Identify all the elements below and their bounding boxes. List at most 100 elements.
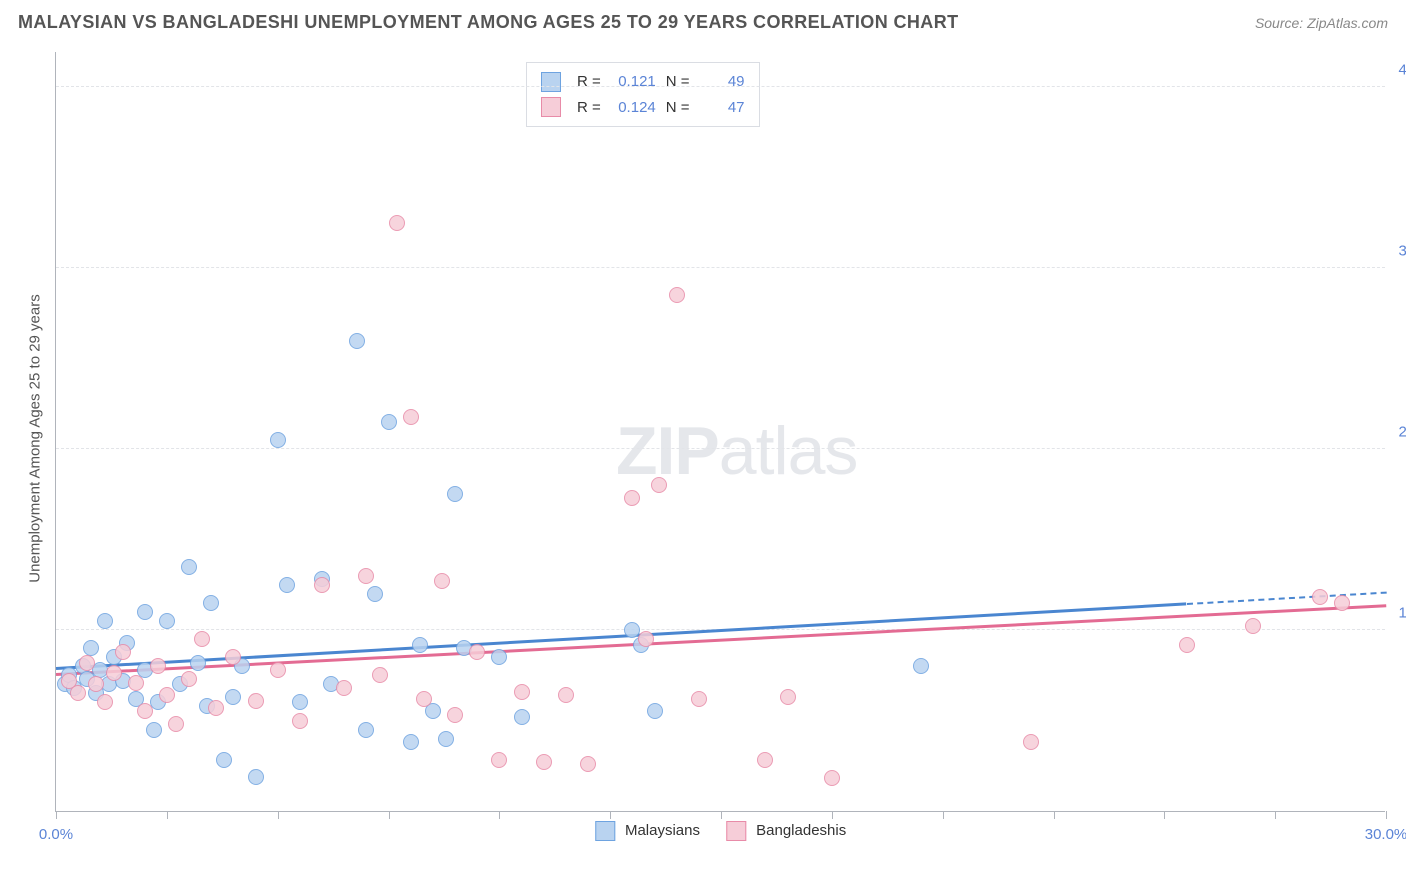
data-point <box>491 649 507 665</box>
swatch-icon <box>541 72 561 92</box>
data-point <box>780 689 796 705</box>
data-point <box>647 703 663 719</box>
data-point <box>194 631 210 647</box>
data-point <box>270 662 286 678</box>
chart-title: MALAYSIAN VS BANGLADESHI UNEMPLOYMENT AM… <box>18 12 959 33</box>
legend-row-bangladeshis: R = 0.124 N = 47 <box>541 95 745 121</box>
data-point <box>372 667 388 683</box>
data-point <box>248 693 264 709</box>
x-tick-label: 0.0% <box>39 826 73 843</box>
gridline <box>56 267 1385 268</box>
data-point <box>159 687 175 703</box>
data-point <box>757 752 773 768</box>
swatch-icon <box>726 821 746 841</box>
x-tick <box>56 811 57 819</box>
gridline <box>56 448 1385 449</box>
y-tick-label: 20.0% <box>1391 424 1406 441</box>
data-point <box>1023 734 1039 750</box>
x-tick <box>499 811 500 819</box>
data-point <box>190 655 206 671</box>
data-point <box>128 675 144 691</box>
data-point <box>225 649 241 665</box>
legend-row-malaysians: R = 0.121 N = 49 <box>541 69 745 95</box>
data-point <box>536 754 552 770</box>
data-point <box>70 685 86 701</box>
data-point <box>403 734 419 750</box>
data-point <box>225 689 241 705</box>
data-point <box>358 722 374 738</box>
data-point <box>208 700 224 716</box>
data-point <box>381 414 397 430</box>
data-point <box>349 333 365 349</box>
x-tick <box>1386 811 1387 819</box>
data-point <box>159 613 175 629</box>
x-tick <box>832 811 833 819</box>
data-point <box>389 215 405 231</box>
data-point <box>824 770 840 786</box>
data-point <box>279 577 295 593</box>
data-point <box>203 595 219 611</box>
watermark-logo: ZIPatlas <box>616 412 857 490</box>
data-point <box>416 691 432 707</box>
y-axis-label: Unemployment Among Ages 25 to 29 years <box>27 289 44 589</box>
data-point <box>1245 618 1261 634</box>
x-tick <box>1164 811 1165 819</box>
x-tick <box>1275 811 1276 819</box>
x-tick <box>1054 811 1055 819</box>
series-legend: Malaysians Bangladeshis <box>595 821 846 841</box>
data-point <box>638 631 654 647</box>
data-point <box>651 477 667 493</box>
x-tick <box>943 811 944 819</box>
source-label: Source: ZipAtlas.com <box>1255 15 1388 31</box>
data-point <box>438 731 454 747</box>
x-tick-label: 30.0% <box>1365 826 1406 843</box>
data-point <box>624 490 640 506</box>
data-point <box>447 707 463 723</box>
x-tick <box>610 811 611 819</box>
data-point <box>181 559 197 575</box>
data-point <box>97 613 113 629</box>
trend-line <box>1186 592 1386 605</box>
x-tick <box>721 811 722 819</box>
data-point <box>97 694 113 710</box>
data-point <box>137 703 153 719</box>
data-point <box>181 671 197 687</box>
data-point <box>403 409 419 425</box>
data-point <box>146 722 162 738</box>
y-tick-label: 30.0% <box>1391 243 1406 260</box>
data-point <box>115 644 131 660</box>
data-point <box>669 287 685 303</box>
data-point <box>514 709 530 725</box>
legend-item-bangladeshis: Bangladeshis <box>726 821 846 841</box>
y-tick-label: 40.0% <box>1391 62 1406 79</box>
data-point <box>248 769 264 785</box>
data-point <box>1334 595 1350 611</box>
data-point <box>691 691 707 707</box>
data-point <box>270 432 286 448</box>
data-point <box>88 676 104 692</box>
data-point <box>314 577 330 593</box>
data-point <box>216 752 232 768</box>
swatch-icon <box>595 821 615 841</box>
scatter-plot-area: ZIPatlas R = 0.121 N = 49 R = 0.124 N = … <box>55 52 1385 812</box>
data-point <box>336 680 352 696</box>
x-tick <box>278 811 279 819</box>
data-point <box>913 658 929 674</box>
data-point <box>358 568 374 584</box>
correlation-legend: R = 0.121 N = 49 R = 0.124 N = 47 <box>526 62 760 127</box>
data-point <box>558 687 574 703</box>
gridline <box>56 86 1385 87</box>
data-point <box>491 752 507 768</box>
x-tick <box>167 811 168 819</box>
data-point <box>469 644 485 660</box>
data-point <box>292 694 308 710</box>
data-point <box>168 716 184 732</box>
data-point <box>150 658 166 674</box>
x-tick <box>389 811 390 819</box>
data-point <box>1179 637 1195 653</box>
y-tick-label: 10.0% <box>1391 605 1406 622</box>
data-point <box>292 713 308 729</box>
data-point <box>106 665 122 681</box>
data-point <box>137 604 153 620</box>
legend-item-malaysians: Malaysians <box>595 821 700 841</box>
